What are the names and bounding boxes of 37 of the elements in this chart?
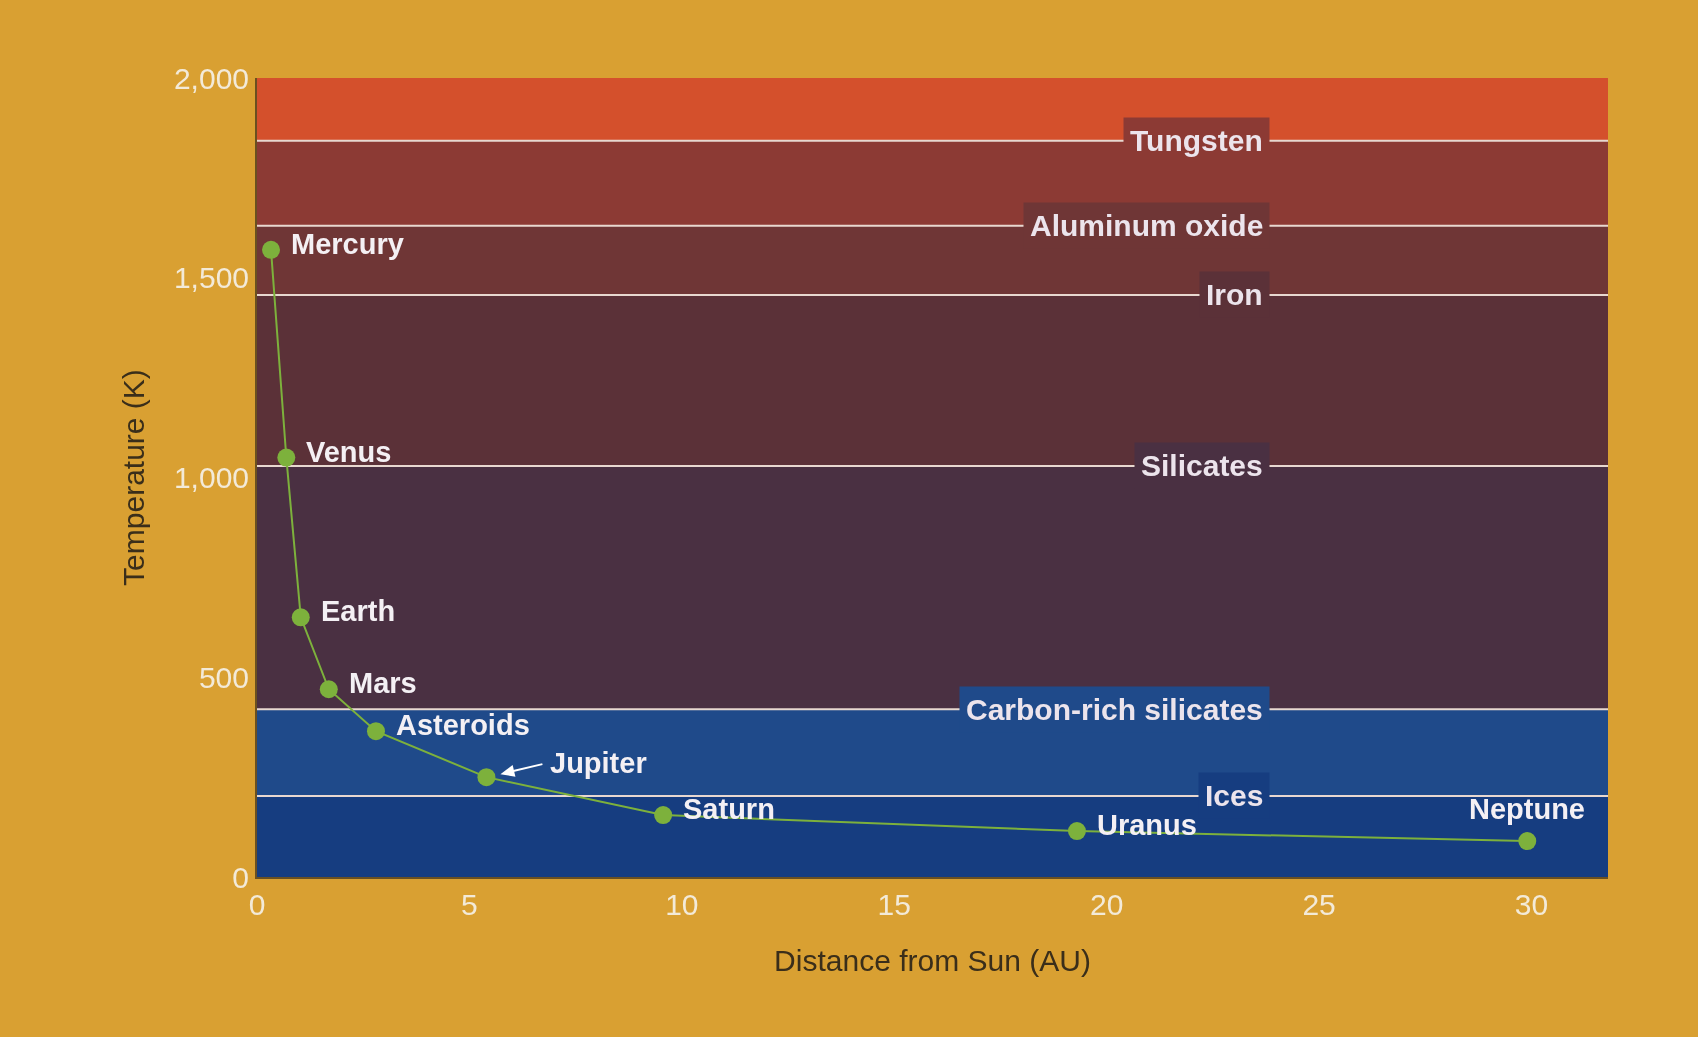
- y-tick-label: 1,500: [173, 261, 249, 295]
- x-tick-label: 25: [1302, 888, 1336, 921]
- annotation: Mars: [349, 667, 417, 699]
- y-tick-label: 0: [232, 860, 249, 894]
- annotation: Jupiter: [550, 747, 647, 779]
- y-tick-label: 1,000: [173, 461, 249, 494]
- annotation: Earth: [321, 595, 396, 627]
- y-tick-label: 500: [198, 660, 249, 694]
- annotation: Venus: [306, 436, 392, 468]
- x-tick-label: 10: [665, 888, 699, 921]
- x-tick-label: 5: [461, 888, 478, 921]
- ref-line-label: Tungsten: [1130, 124, 1263, 157]
- point: [291, 608, 310, 627]
- ref-line-label: Carbon-rich silicates: [966, 693, 1263, 726]
- x-tick-label: 20: [1090, 888, 1124, 921]
- ref-line-label: Silicates: [1141, 449, 1263, 482]
- point: [1067, 822, 1086, 841]
- point: [319, 680, 338, 699]
- x-tick-label: 30: [1514, 888, 1549, 921]
- point: [262, 240, 281, 259]
- x-axis-title: Distance from Sun (AU): [774, 944, 1091, 977]
- point: [1518, 832, 1537, 851]
- x-tick-label: 15: [877, 888, 911, 921]
- annotation: Uranus: [1097, 809, 1197, 841]
- point: [366, 722, 385, 741]
- annotation: Neptune: [1469, 793, 1585, 825]
- y-tick-label: 2,000: [173, 61, 249, 95]
- y-axis-title: Temperature (K): [117, 369, 151, 586]
- ref-line-label: Iron: [1206, 278, 1263, 311]
- annotation: Saturn: [683, 793, 775, 825]
- ref-line-label: Ices: [1205, 779, 1264, 812]
- point: [654, 806, 673, 825]
- point: [277, 448, 296, 467]
- point: [477, 768, 496, 787]
- annotation: Mercury: [291, 228, 404, 260]
- ref-line-label: Aluminum oxide: [1030, 209, 1264, 242]
- annotation: Asteroids: [396, 709, 530, 741]
